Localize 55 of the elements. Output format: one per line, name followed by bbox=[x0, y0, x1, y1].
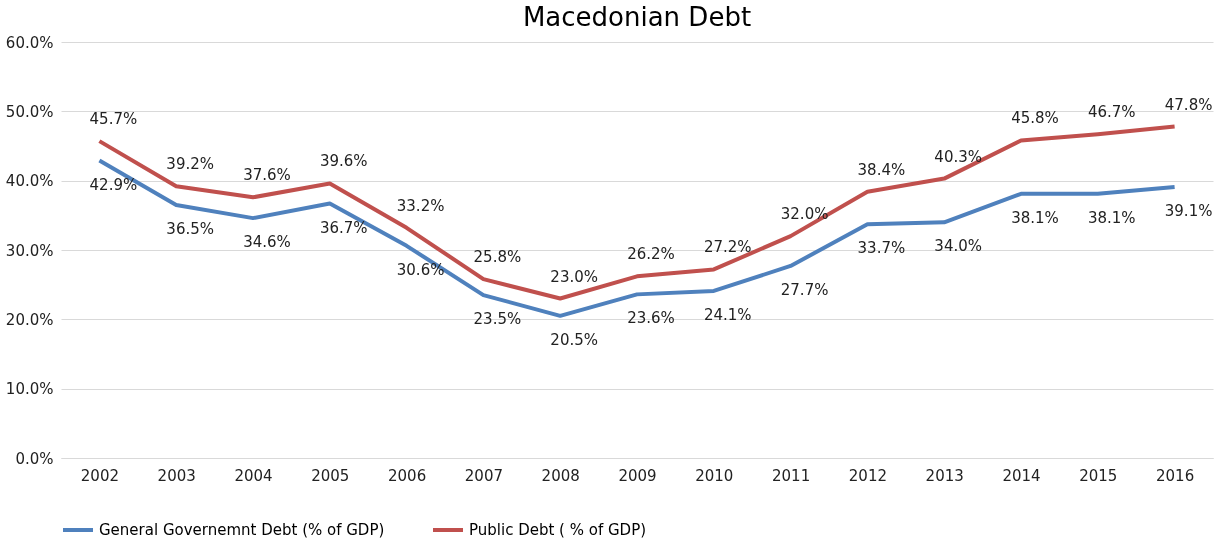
legend-label: Public Debt ( % of GDP) bbox=[469, 521, 647, 539]
data-label: 25.8% bbox=[473, 248, 522, 267]
x-tick-label: 2014 bbox=[1002, 466, 1041, 485]
x-tick-label: 2003 bbox=[157, 466, 196, 485]
data-label: 23.5% bbox=[473, 310, 522, 329]
y-tick-label: 40.0% bbox=[5, 172, 54, 191]
data-label: 46.7% bbox=[1087, 103, 1136, 122]
y-tick-label: 30.0% bbox=[5, 241, 54, 260]
data-label: 39.2% bbox=[166, 155, 215, 174]
data-label: 40.3% bbox=[934, 147, 983, 166]
x-tick-label: 2002 bbox=[80, 466, 119, 485]
data-label: 34.0% bbox=[934, 237, 983, 256]
data-label: 47.8% bbox=[1164, 95, 1213, 114]
x-tick-label: 2006 bbox=[388, 466, 427, 485]
data-label: 24.1% bbox=[703, 305, 752, 324]
data-label: 20.5% bbox=[550, 330, 599, 349]
data-label: 45.8% bbox=[1011, 109, 1059, 128]
x-tick-label: 2015 bbox=[1079, 466, 1118, 485]
data-label: 36.5% bbox=[166, 219, 215, 238]
data-label: 36.7% bbox=[319, 218, 368, 237]
data-label: 32.0% bbox=[780, 205, 829, 224]
data-label: 34.6% bbox=[243, 233, 291, 252]
y-tick-label: 0.0% bbox=[15, 449, 54, 468]
data-label: 38.4% bbox=[857, 160, 906, 179]
x-tick-label: 2007 bbox=[464, 466, 503, 485]
data-label: 38.1% bbox=[1087, 208, 1136, 227]
x-tick-label: 2012 bbox=[848, 466, 887, 485]
data-label: 45.7% bbox=[89, 110, 138, 129]
y-tick-label: 10.0% bbox=[5, 380, 54, 399]
data-label: 39.1% bbox=[1164, 201, 1213, 220]
x-tick-label: 2016 bbox=[1156, 466, 1195, 485]
y-tick-label: 50.0% bbox=[5, 102, 54, 121]
data-label: 37.6% bbox=[243, 166, 291, 185]
data-label: 23.0% bbox=[550, 267, 599, 286]
data-label: 26.2% bbox=[627, 245, 675, 264]
y-tick-label: 20.0% bbox=[5, 310, 54, 329]
x-tick-label: 2009 bbox=[618, 466, 657, 485]
data-label: 39.6% bbox=[319, 152, 368, 171]
chart-title: Macedonian Debt bbox=[522, 2, 752, 32]
data-label: 33.2% bbox=[396, 196, 445, 215]
data-label: 27.7% bbox=[780, 280, 829, 299]
data-label: 42.9% bbox=[89, 175, 138, 194]
data-label: 30.6% bbox=[396, 260, 445, 279]
x-tick-label: 2010 bbox=[695, 466, 734, 485]
x-tick-label: 2004 bbox=[234, 466, 273, 485]
legend-label: General Governemnt Debt (% of GDP) bbox=[99, 521, 385, 539]
data-label: 33.7% bbox=[857, 239, 906, 258]
x-tick-label: 2011 bbox=[772, 466, 811, 485]
data-label: 38.1% bbox=[1011, 208, 1059, 227]
data-label: 23.6% bbox=[627, 309, 675, 328]
y-tick-label: 60.0% bbox=[5, 33, 54, 52]
x-tick-label: 2013 bbox=[925, 466, 964, 485]
x-tick-label: 2008 bbox=[541, 466, 580, 485]
x-tick-label: 2005 bbox=[311, 466, 350, 485]
data-label: 27.2% bbox=[703, 238, 752, 257]
